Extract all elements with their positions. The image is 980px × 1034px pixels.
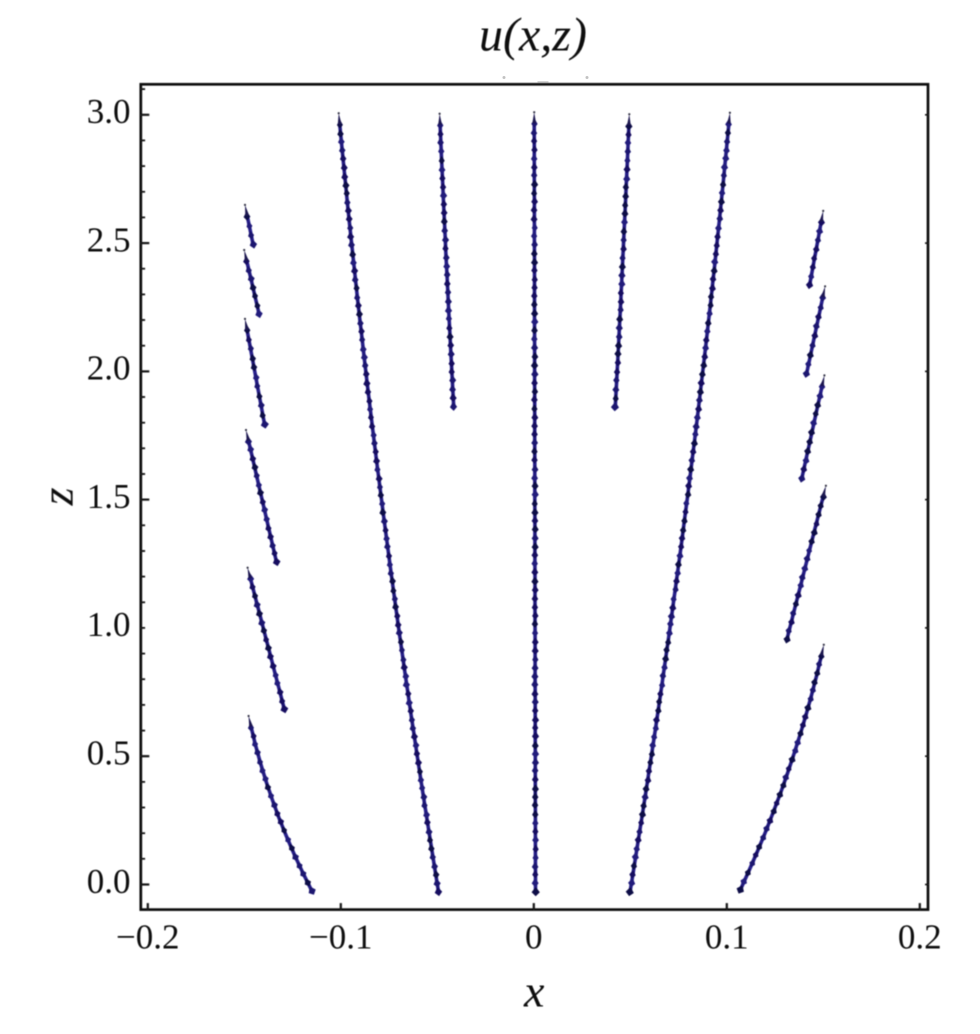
svg-text:−0.2: −0.2 (116, 918, 180, 957)
svg-text:1.0: 1.0 (87, 605, 131, 644)
svg-text:0.1: 0.1 (705, 918, 749, 957)
svg-text:3.0: 3.0 (87, 92, 131, 131)
svg-text:z: z (32, 487, 83, 506)
svg-text:2.0: 2.0 (87, 349, 131, 388)
svg-text:u(x,z): u(x,z) (479, 9, 587, 62)
svg-text:0.2: 0.2 (898, 918, 942, 957)
svg-text:0.0: 0.0 (87, 862, 131, 901)
svg-text:2.5: 2.5 (87, 220, 131, 259)
svg-text:0.5: 0.5 (87, 734, 131, 773)
svg-text:x: x (523, 966, 545, 1017)
svg-text:1.5: 1.5 (87, 477, 131, 516)
svg-text:0: 0 (525, 918, 543, 957)
svg-text:−0.1: −0.1 (309, 918, 373, 957)
